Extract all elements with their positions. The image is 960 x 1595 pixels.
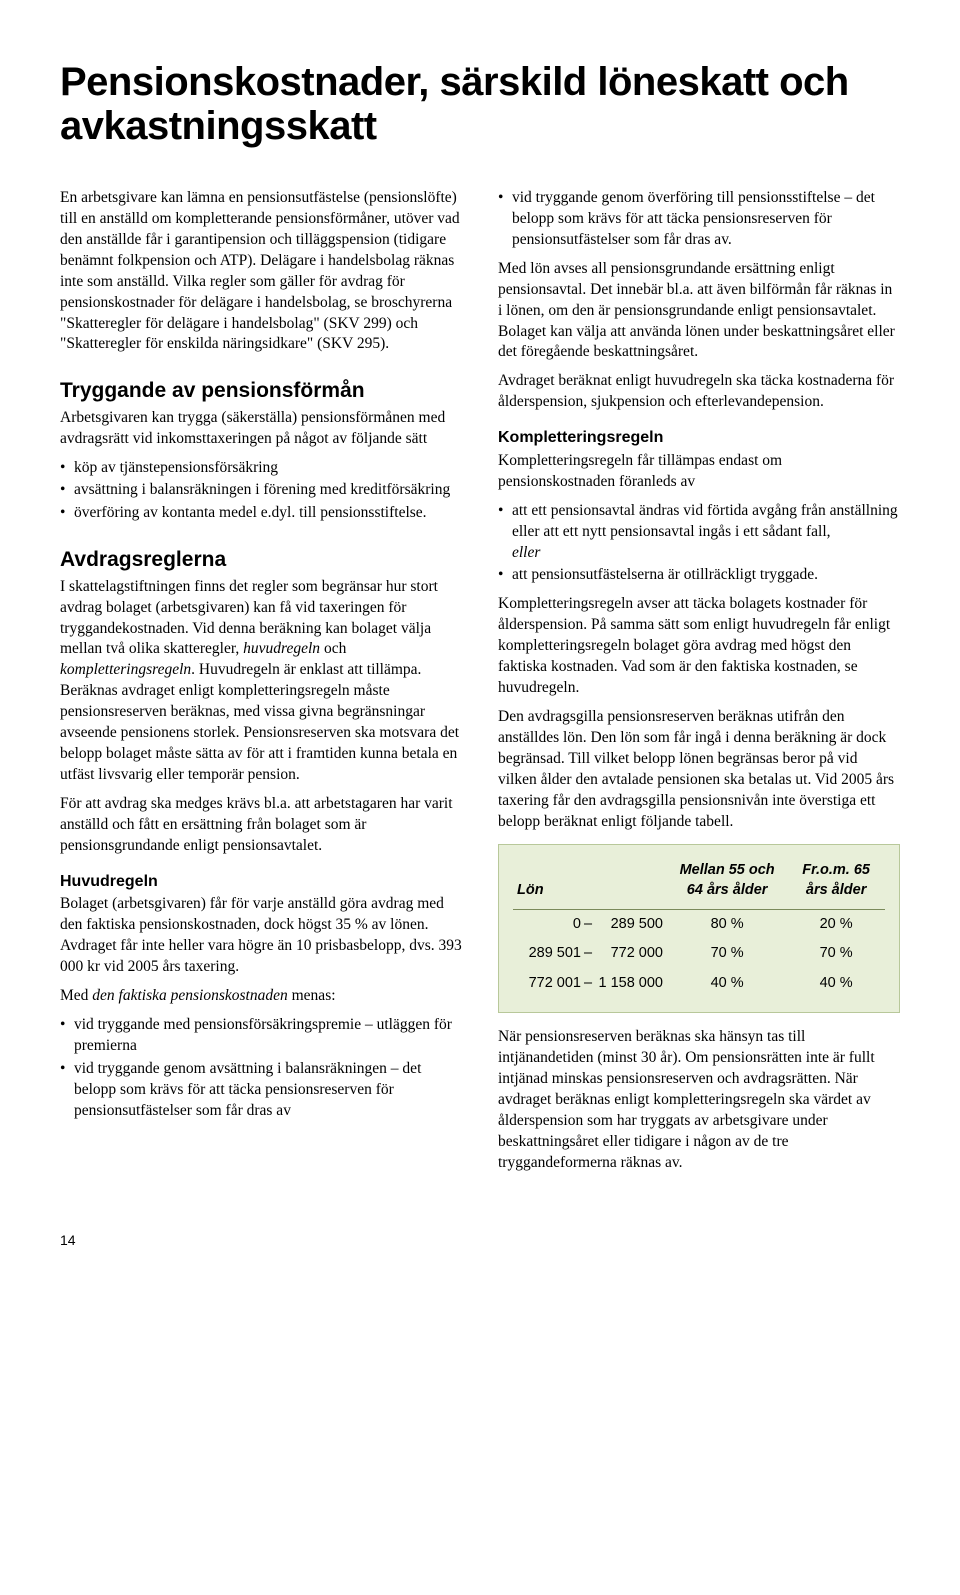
left-column: En arbetsgivare kan lämna en pensionsutf… xyxy=(60,188,462,1182)
komplettering-cover-paragraph: Kompletteringsregeln avser att täcka bol… xyxy=(498,594,900,699)
table-cell-range: 289 501–772 000 xyxy=(513,939,667,969)
page-number: 14 xyxy=(60,1232,900,1248)
range-from: 289 501 xyxy=(517,944,581,964)
table-header-lon: Lön xyxy=(513,855,667,909)
text-run: Med xyxy=(60,987,92,1004)
avdrag-paragraph: I skattelagstiftningen finns det regler … xyxy=(60,577,462,786)
pensionsreserv-paragraph: Den avdragsgilla pensionsreserven beräkn… xyxy=(498,707,900,833)
table-header-65: Fr.o.m. 65 års ålder xyxy=(787,855,885,909)
huvudregeln-paragraph: Bolaget (arbetsgivaren) får för varje an… xyxy=(60,894,462,978)
table-cell: 70 % xyxy=(787,939,885,969)
closing-paragraph: När pensionsreserven beräknas ska hänsyn… xyxy=(498,1027,900,1173)
range-sep: – xyxy=(581,915,595,935)
faktiska-intro: Med den faktiska pensionskostnaden menas… xyxy=(60,986,462,1007)
table-header-55-64: Mellan 55 och 64 års ålder xyxy=(667,855,787,909)
subheading-kompletteringsregeln: Kompletteringsregeln xyxy=(498,427,900,449)
italic-eller: eller xyxy=(512,544,540,561)
page-title: Pensionskostnader, särskild löneskatt oc… xyxy=(60,60,900,148)
two-column-layout: En arbetsgivare kan lämna en pensionsutf… xyxy=(60,188,900,1182)
italic-faktiska: den faktiska pensionskostnaden xyxy=(92,987,287,1004)
table-row: 0–289 500 80 % 20 % xyxy=(513,909,885,939)
list-item: avsättning i balansräkningen i förening … xyxy=(60,480,462,501)
list-item: vid tryggande genom överföring till pens… xyxy=(498,188,900,251)
italic-kompletteringsregeln: kompletteringsregeln xyxy=(60,661,191,678)
list-item: att ett pensionsavtal ändras vid förtida… xyxy=(498,501,900,564)
table-row: 289 501–772 000 70 % 70 % xyxy=(513,939,885,969)
intro-paragraph: En arbetsgivare kan lämna en pensionsutf… xyxy=(60,188,462,355)
tryggande-list: köp av tjänstepensionsförsäkring avsättn… xyxy=(60,458,462,525)
table-cell: 70 % xyxy=(667,939,787,969)
continued-list: vid tryggande genom överföring till pens… xyxy=(498,188,900,251)
text-run: och xyxy=(320,640,346,657)
range-from: 772 001 xyxy=(517,974,581,994)
list-item: köp av tjänstepensionsförsäkring xyxy=(60,458,462,479)
list-item: överföring av kontanta medel e.dyl. till… xyxy=(60,503,462,524)
avdrag-requirement: För att avdrag ska medges krävs bl.a. at… xyxy=(60,794,462,857)
heading-avdragsreglerna: Avdragsreglerna xyxy=(60,546,462,574)
pension-table-box: Lön Mellan 55 och 64 års ålder Fr.o.m. 6… xyxy=(498,844,900,1013)
right-column: vid tryggande genom överföring till pens… xyxy=(498,188,900,1182)
list-item: vid tryggande med pensionsförsäkringspre… xyxy=(60,1015,462,1057)
komplettering-list: att ett pensionsavtal ändras vid förtida… xyxy=(498,501,900,587)
list-item: vid tryggande genom avsättning i balansr… xyxy=(60,1059,462,1122)
komplettering-intro: Kompletteringsregeln får tillämpas endas… xyxy=(498,451,900,493)
table-cell: 20 % xyxy=(787,909,885,939)
range-sep: – xyxy=(581,944,595,964)
faktiska-list: vid tryggande med pensionsförsäkringspre… xyxy=(60,1015,462,1122)
list-item: att pensionsutfästelserna är otillräckli… xyxy=(498,565,900,586)
text-run: . Huvudregeln är enklast att tillämpa. B… xyxy=(60,661,459,783)
lon-paragraph: Med lön avses all pensionsgrundande ersä… xyxy=(498,259,900,364)
table-cell-range: 0–289 500 xyxy=(513,909,667,939)
text-run: menas: xyxy=(288,987,336,1004)
italic-huvudregeln: huvudregeln xyxy=(243,640,320,657)
table-row: 772 001–1 158 000 40 % 40 % xyxy=(513,969,885,999)
text-run: att ett pensionsavtal ändras vid förtida… xyxy=(512,502,898,540)
table-cell: 40 % xyxy=(667,969,787,999)
range-to: 1 158 000 xyxy=(595,974,663,994)
huvudregel-cover-paragraph: Avdraget beräknat enligt huvudregeln ska… xyxy=(498,371,900,413)
tryggande-intro: Arbetsgivaren kan trygga (säkerställa) p… xyxy=(60,408,462,450)
table-cell: 40 % xyxy=(787,969,885,999)
table-header-row: Lön Mellan 55 och 64 års ålder Fr.o.m. 6… xyxy=(513,855,885,909)
table-cell-range: 772 001–1 158 000 xyxy=(513,969,667,999)
range-to: 772 000 xyxy=(595,944,663,964)
heading-tryggande: Tryggande av pensionsförmån xyxy=(60,377,462,405)
range-to: 289 500 xyxy=(595,915,663,935)
range-from: 0 xyxy=(517,915,581,935)
subheading-huvudregeln: Huvudregeln xyxy=(60,871,462,893)
table-cell: 80 % xyxy=(667,909,787,939)
range-sep: – xyxy=(581,974,595,994)
pension-table: Lön Mellan 55 och 64 års ålder Fr.o.m. 6… xyxy=(513,855,885,998)
